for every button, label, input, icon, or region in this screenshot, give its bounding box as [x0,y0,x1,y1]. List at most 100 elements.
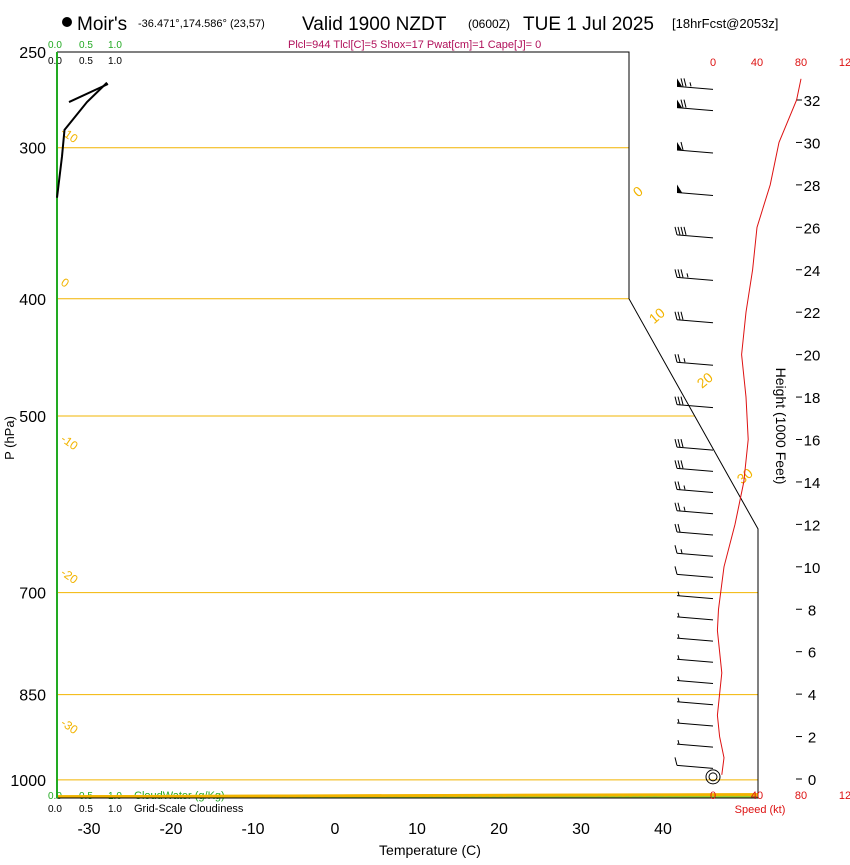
isotherm-line [745,52,850,798]
wind-barb [677,100,713,111]
wind-barb-flag [675,397,677,405]
background-grid [0,52,850,801]
wind-barb-pennant [677,184,682,192]
sounding-series [57,83,850,787]
isotherm-line [0,52,850,798]
utc-text: (0600Z) [468,17,510,31]
wind-barb [675,227,713,238]
wind-barb [675,460,713,471]
wind-barb-staff [677,490,713,493]
moist-adiabat [0,73,850,801]
height-tick-label: 8 [808,602,816,619]
wind-barb-staff [677,192,713,195]
moist-adiabat [0,73,850,801]
pressure-tick-label: 500 [19,409,46,426]
wind-barb-half-flag [678,655,679,659]
height-tick-label: 30 [804,135,821,152]
wind-barb-flag [678,397,680,405]
wind-barb-flag [675,227,677,235]
wind-barb [677,634,713,641]
temperature-tick-label: -30 [77,821,100,838]
wind-barb-staff [677,681,713,684]
wind-barb-staff [677,574,713,577]
isotherm-line [0,52,850,798]
isotherm-line [171,52,850,798]
isotherm-line [0,52,850,798]
pressure-tick-label: 700 [19,586,46,603]
wind-barb-flag [675,482,677,490]
wind-barb [675,566,713,577]
wind-barb-half-flag [681,549,682,553]
wind-barb-flag [675,439,677,447]
moist-adiabat [0,73,850,801]
wind-barb-half-flag [684,358,685,362]
wind-barb-flag [678,312,680,320]
wind-barb-staff [677,765,713,768]
wind-barb-staff [677,659,713,662]
wind-barb [677,719,713,726]
wind-barb [675,545,713,556]
isotherm-label: 0 [630,183,646,200]
calm-ring-outer-icon [706,770,720,784]
temperature-tick-label: 30 [572,821,590,838]
height-axis-title: Height (1000 Feet) [773,368,789,485]
brand-dot-icon [62,17,72,27]
wind-barb [677,613,713,620]
pressure-tick-label: 250 [19,45,46,62]
height-tick-label: 2 [808,730,816,747]
wind-barb-staff [677,532,713,535]
isotherm-line [0,52,850,798]
wind-barb-flag [681,460,683,468]
height-tick-label: 32 [804,93,821,110]
y-axis-title: P (hPa) [2,416,17,460]
speed-tick-bottom: 40 [751,790,763,802]
wind-barb-flag [681,439,683,447]
wind-barb-flag [684,78,686,86]
cloudiness-line [57,83,107,198]
wind-barb-staff [677,108,713,111]
wind-barb-flag [678,524,680,532]
cloudiness-tick-top-0: 0.0 [48,56,62,67]
wind-barb-flag [675,269,677,277]
wind-barb-staff [677,447,713,450]
plot-frame [57,52,758,798]
wind-barb-flag [678,269,680,277]
wind-barb-staff [677,723,713,726]
wind-barb [677,655,713,662]
cloudiness-tick-bottom-2: 1.0 [108,804,122,815]
x-axis-title: Temperature (C) [379,842,481,858]
wind-barb [675,503,713,514]
wind-barb-flag [675,524,677,532]
height-tick-label: 24 [804,263,821,280]
dry-adiabat [192,62,850,798]
moist-adiabat [0,73,850,801]
dry-adiabat [688,62,850,798]
valid-text: Valid 1900 NZDT [302,14,447,35]
height-tick-label: 20 [804,348,821,365]
wind-barb-flag [681,142,683,150]
isotherm-line [827,52,850,798]
wind-barb-half-flag [690,82,691,86]
wind-barb-staff [677,596,713,599]
wind-barb-flag [675,503,677,511]
wind-barb [677,740,713,747]
height-tick-label: 16 [804,433,821,450]
temperature-tick-label: 0 [331,821,340,838]
wind-barb-flag [678,460,680,468]
wind-barb-flag [681,269,683,277]
isotherm-line [581,52,850,798]
wind-barb-staff [677,553,713,556]
mixing-ratio-line [542,299,850,798]
isotherm-line [0,52,850,798]
moist-adiabat [0,73,850,801]
isotherm-label: 10 [646,304,668,326]
cloudwater-tick-top-2: 1.0 [108,40,122,51]
wind-barb-flag [678,354,680,362]
date-text: TUE 1 Jul 2025 [523,14,654,35]
cloudwater-tick-top-0: 0.0 [48,40,62,51]
speed-tick-top: 80 [795,57,807,69]
moist-adiabat [0,73,850,801]
wind-barb [675,312,713,323]
